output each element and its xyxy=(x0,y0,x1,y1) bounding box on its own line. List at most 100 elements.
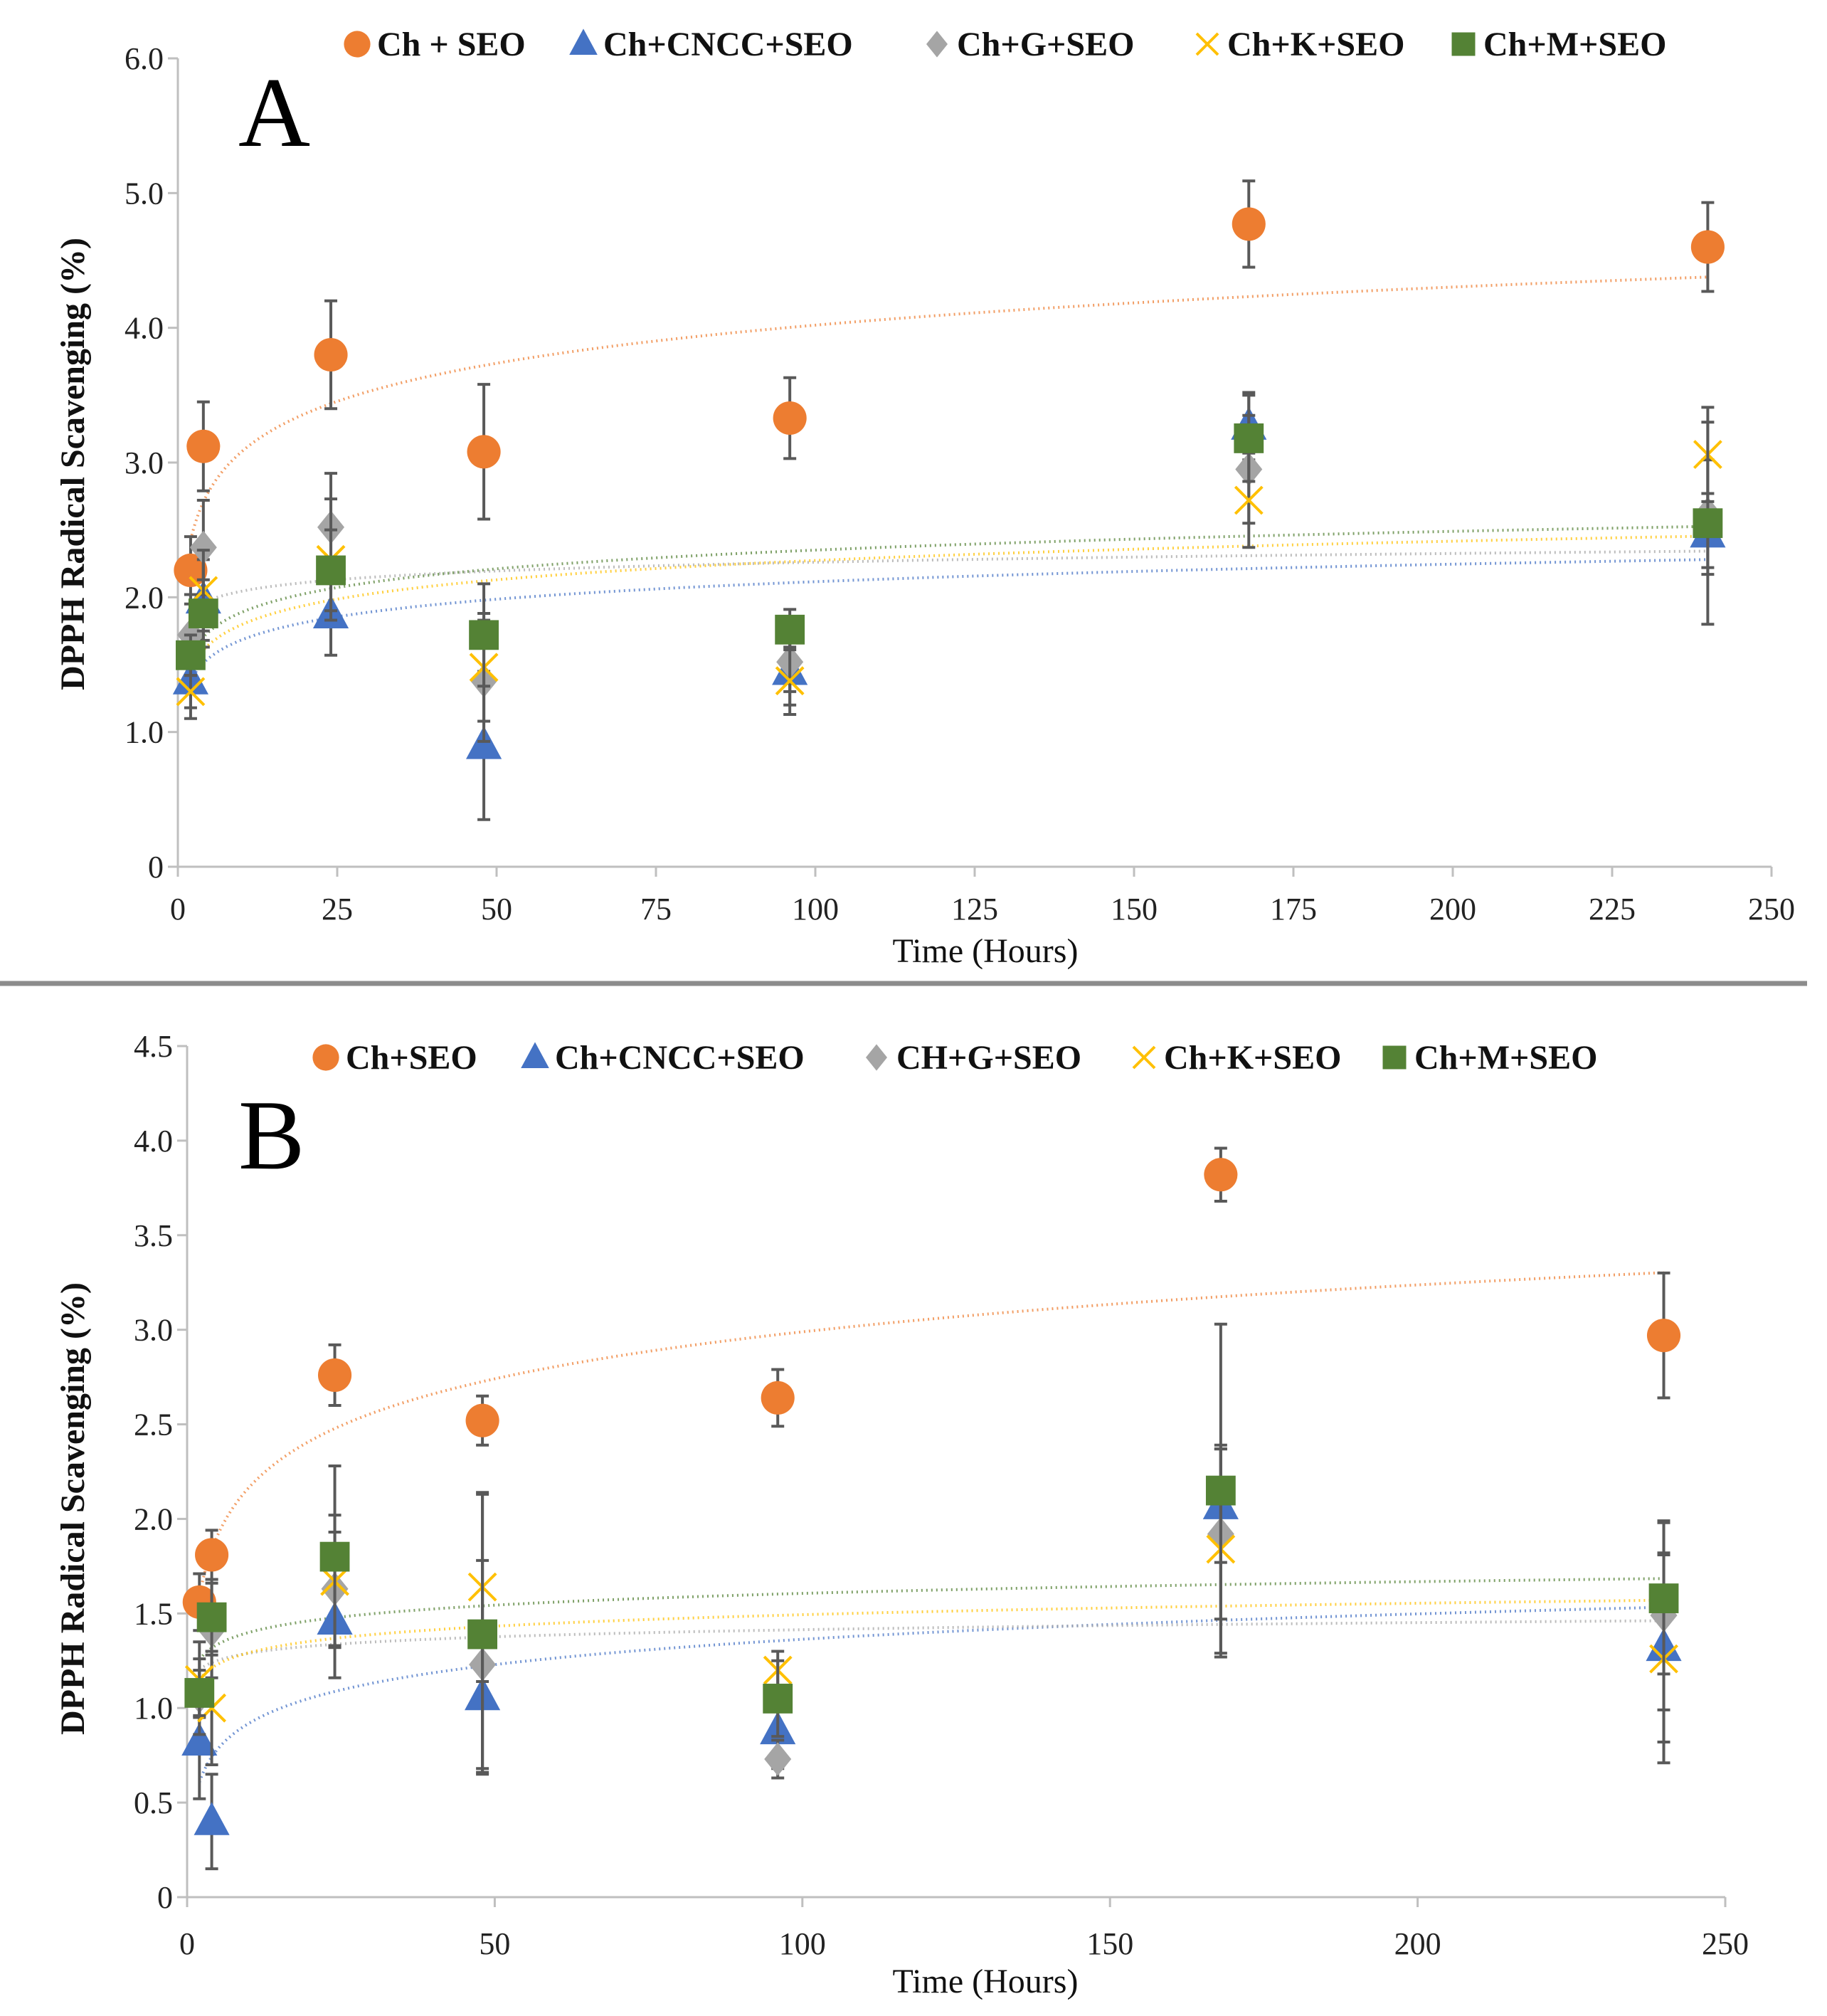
data-point xyxy=(1648,1583,1679,1613)
legend-item-ch-cncc-seo: Ch+CNCC+SEO xyxy=(521,1039,805,1077)
data-point xyxy=(763,1684,793,1714)
legend: Ch+SEO Ch+CNCC+SEO CH+G+SEO Ch+K+SEO Ch+M+SE… xyxy=(312,1039,1597,1077)
legend-marker xyxy=(1195,32,1219,56)
y-tick-label: 4.5 xyxy=(134,1029,173,1064)
legend-marker xyxy=(569,28,598,55)
x-tick-label: 75 xyxy=(640,892,672,927)
data-point xyxy=(316,555,346,586)
x-tick-label: 250 xyxy=(1702,1926,1749,1961)
data-point xyxy=(1205,1475,1236,1506)
legend-item-ch-m-seo: Ch+M+SEO xyxy=(1451,26,1666,63)
plot-axes: 0 0.5 1.0 1.5 2.0 2.5 3.0 3.5 4.0 4.5 0 50 100 150 200… xyxy=(134,1029,1749,1961)
chart-panel-b: B 0 0.5 1.0 1.5 2.0 2.5 3.0 3.5 4.0 4.5 0 50 100 150 2… xyxy=(54,1029,1749,2000)
y-tick-label: 2.0 xyxy=(125,580,164,615)
data-point xyxy=(196,1602,227,1632)
trendlines xyxy=(189,275,1708,682)
data-point xyxy=(1693,508,1723,539)
y-tick-label: 2.5 xyxy=(134,1408,173,1442)
data-point xyxy=(189,530,217,564)
trendline-ch-seo xyxy=(189,275,1708,541)
x-tick-label: 50 xyxy=(479,1926,510,1961)
series-ch-k-seo xyxy=(176,406,1722,723)
data-point xyxy=(775,666,805,696)
trendline-ch-k-seo xyxy=(198,1598,1664,1681)
panel-label: A xyxy=(238,58,310,168)
data-point xyxy=(1690,230,1725,264)
data-point xyxy=(314,337,348,372)
legend-label: Ch+CNCC+SEO xyxy=(555,1039,805,1077)
legend-marker xyxy=(1382,1045,1407,1070)
data-point xyxy=(1234,485,1264,515)
legend-label: Ch+K+SEO xyxy=(1164,1039,1341,1077)
legend: Ch + SEO Ch+CNCC+SEO Ch+G+SEO Ch+K+SEO Ch+M+… xyxy=(344,26,1666,63)
data-point xyxy=(1232,207,1266,241)
legend-label: Ch+M+SEO xyxy=(1414,1039,1597,1077)
trendline-ch-cncc-seo xyxy=(198,1605,1664,1783)
x-tick-label: 200 xyxy=(1394,1926,1441,1961)
trendline-ch-seo xyxy=(198,1271,1664,1598)
x-tick-label: 150 xyxy=(1111,892,1158,927)
legend-item-ch-g-seo: CH+G+SEO xyxy=(866,1039,1081,1077)
legend-item-ch-seo: Ch + SEO xyxy=(344,26,526,63)
y-tick-label: 4.0 xyxy=(134,1124,173,1159)
legend-label: Ch + SEO xyxy=(377,26,526,63)
legend-item-ch-g-seo: Ch+G+SEO xyxy=(926,26,1134,63)
data-point xyxy=(195,1538,229,1572)
legend-label: Ch+G+SEO xyxy=(957,26,1134,63)
x-tick-label: 0 xyxy=(170,892,186,927)
series-ch-cncc-seo xyxy=(181,1447,1682,1871)
y-tick-label: 1.0 xyxy=(134,1691,173,1726)
data-point xyxy=(761,1381,795,1415)
legend-item-ch-cncc-seo: Ch+CNCC+SEO xyxy=(569,26,853,63)
y-tick-label: 6.0 xyxy=(125,41,164,76)
data-point xyxy=(775,614,805,645)
x-tick-label: 100 xyxy=(792,892,839,927)
legend-item-ch-m-seo: Ch+M+SEO xyxy=(1382,1039,1597,1077)
trendline-ch-g-seo xyxy=(198,1619,1664,1671)
legend-marker xyxy=(1132,1045,1156,1070)
chart-panel-a: A 0 1.0 2.0 3.0 4.0 5.0 6.0 0 25 50 75 100 125 150 175… xyxy=(54,26,1795,970)
legend-marker xyxy=(926,31,948,58)
x-tick-label: 150 xyxy=(1086,1926,1133,1961)
x-tick-label: 50 xyxy=(481,892,512,927)
data-point xyxy=(319,1541,350,1572)
y-tick-label: 3.5 xyxy=(134,1218,173,1253)
plot-axes: 0 1.0 2.0 3.0 4.0 5.0 6.0 0 25 50 75 100 125 150 175 20… xyxy=(125,41,1795,927)
data-marks xyxy=(181,1146,1682,1871)
data-point xyxy=(467,1619,498,1650)
data-point xyxy=(184,1678,215,1708)
panel-label: B xyxy=(238,1080,304,1191)
legend-marker xyxy=(521,1042,549,1068)
x-tick-label: 175 xyxy=(1270,892,1317,927)
x-tick-label: 0 xyxy=(179,1926,195,1961)
data-marks xyxy=(172,179,1726,821)
series-ch-g-seo xyxy=(186,1447,1678,1780)
y-tick-label: 2.0 xyxy=(134,1502,173,1536)
data-point xyxy=(764,1742,792,1776)
y-tick-label: 4.0 xyxy=(125,311,164,346)
legend-marker xyxy=(866,1044,887,1071)
x-tick-label: 250 xyxy=(1748,892,1795,927)
data-point xyxy=(1204,1158,1238,1192)
x-tick-label: 125 xyxy=(951,892,998,927)
data-point xyxy=(773,401,807,436)
trendline-ch-g-seo xyxy=(189,549,1708,613)
y-axis-title: DPPH Radical Scavenging (%) xyxy=(54,1282,92,1735)
series-ch-cncc-seo xyxy=(172,391,1726,821)
y-tick-label: 5.0 xyxy=(125,176,164,211)
legend-label: CH+G+SEO xyxy=(896,1039,1081,1077)
data-point xyxy=(176,677,206,707)
x-axis-title: Time (Hours) xyxy=(893,932,1079,970)
data-point xyxy=(181,1722,218,1756)
data-point xyxy=(186,429,221,463)
x-tick-label: 200 xyxy=(1429,892,1476,927)
legend-label: Ch+CNCC+SEO xyxy=(603,26,853,63)
y-tick-label: 0 xyxy=(157,1880,173,1915)
data-point xyxy=(469,620,499,650)
y-tick-label: 0.5 xyxy=(134,1785,173,1820)
x-tick-label: 100 xyxy=(779,1926,826,1961)
data-point xyxy=(465,1403,499,1437)
data-point xyxy=(194,1802,230,1835)
trendline-ch-k-seo xyxy=(189,534,1708,670)
